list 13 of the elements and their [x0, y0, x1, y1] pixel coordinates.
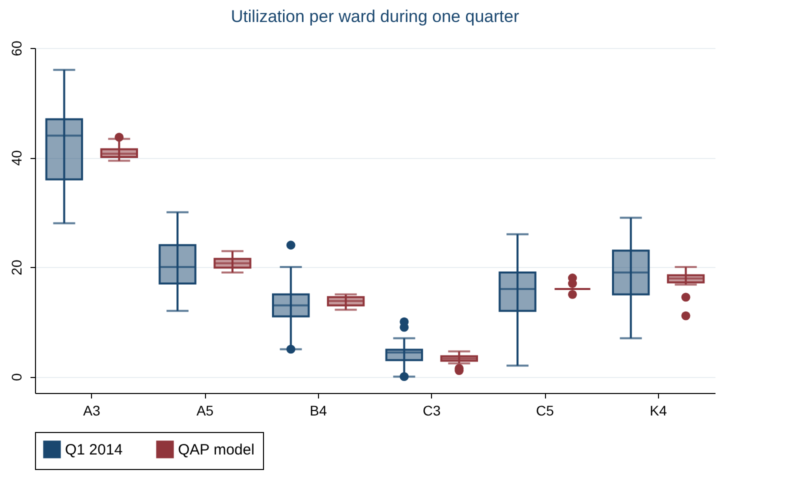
y-tick-label: 0	[8, 372, 24, 381]
y-tick-label: 40	[8, 150, 24, 166]
chart-title: Utilization per ward during one quarter	[230, 7, 520, 26]
x-tick-label: B4	[310, 402, 328, 418]
x-tick-label: K4	[650, 402, 668, 418]
legend-label: QAP model	[178, 441, 254, 458]
x-tick-label: A5	[196, 402, 214, 418]
x-tick-label: C5	[536, 402, 554, 418]
x-tick-label: A3	[83, 402, 100, 418]
y-tick-label: 20	[8, 260, 24, 276]
y-tick-label: 60	[8, 40, 24, 56]
legend-label: Q1 2014	[65, 441, 123, 458]
x-tick-label: C3	[422, 402, 441, 418]
